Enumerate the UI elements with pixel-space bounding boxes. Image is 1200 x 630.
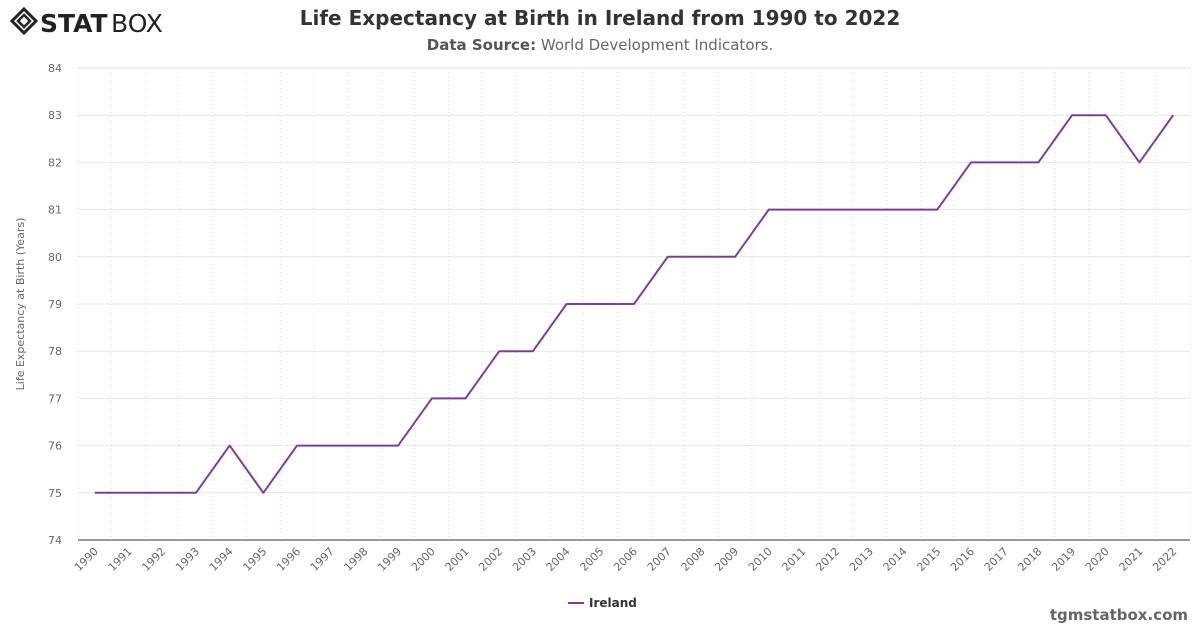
x-tick-label: 1992 <box>139 545 168 574</box>
site-watermark: tgmstatbox.com <box>1049 606 1188 624</box>
x-tick-label: 2013 <box>847 545 876 574</box>
x-tick-label: 2019 <box>1049 545 1078 574</box>
chart-subtitle: Data Source: World Development Indicator… <box>0 36 1200 54</box>
y-axis-title: Life Expectancy at Birth (Years) <box>14 218 27 391</box>
y-tick-label: 79 <box>48 298 62 311</box>
x-tick-label: 2018 <box>1015 545 1044 574</box>
y-tick-label: 81 <box>48 204 62 217</box>
statbox-logo: STAT BOX <box>9 6 180 42</box>
y-tick-label: 77 <box>48 392 62 405</box>
x-tick-label: 2001 <box>443 545 472 574</box>
y-tick-label: 76 <box>48 440 62 453</box>
y-tick-label: 82 <box>48 156 62 169</box>
x-tick-label: 2003 <box>510 545 539 574</box>
svg-text:BOX: BOX <box>111 9 163 38</box>
x-tick-label: 2006 <box>611 545 640 574</box>
y-tick-label: 74 <box>48 534 62 547</box>
legend-item-label: Ireland <box>589 596 637 610</box>
x-tick-label: 1999 <box>375 545 404 574</box>
x-tick-label: 1996 <box>274 545 303 574</box>
x-tick-label: 1998 <box>342 545 371 574</box>
y-tick-label: 78 <box>48 345 62 358</box>
source-value: World Development Indicators. <box>540 36 774 54</box>
y-tick-label: 83 <box>48 109 62 122</box>
chart-title: Life Expectancy at Birth in Ireland from… <box>299 6 901 30</box>
x-tick-label: 1994 <box>207 545 236 574</box>
x-tick-label: 2005 <box>577 545 606 574</box>
x-tick-label: 1995 <box>240 545 269 574</box>
x-tick-label: 2007 <box>645 545 674 574</box>
y-tick-label: 84 <box>48 62 62 75</box>
x-tick-label: 2011 <box>780 545 809 574</box>
x-tick-label: 2016 <box>948 545 977 574</box>
x-tick-label: 1991 <box>106 545 135 574</box>
x-tick-label: 2022 <box>1150 545 1179 574</box>
x-tick-label: 1997 <box>308 545 337 574</box>
source-label: Data Source: <box>426 36 537 54</box>
x-tick-label: 2015 <box>914 545 943 574</box>
x-tick-label: 1993 <box>173 545 202 574</box>
x-tick-label: 2020 <box>1083 545 1112 574</box>
x-tick-label: 1990 <box>72 545 101 574</box>
svg-text:STAT: STAT <box>40 9 108 38</box>
x-tick-label: 2009 <box>712 545 741 574</box>
y-tick-label: 80 <box>48 251 62 264</box>
x-tick-label: 2002 <box>476 545 505 574</box>
x-tick-label: 2004 <box>544 545 573 574</box>
x-tick-label: 2021 <box>1117 545 1146 574</box>
x-tick-label: 2012 <box>813 545 842 574</box>
x-tick-label: 2010 <box>746 545 775 574</box>
x-tick-label: 2008 <box>679 545 708 574</box>
x-tick-label: 2017 <box>982 545 1011 574</box>
x-tick-label: 2000 <box>409 545 438 574</box>
y-tick-label: 75 <box>48 487 62 500</box>
x-tick-label: 2014 <box>881 545 910 574</box>
